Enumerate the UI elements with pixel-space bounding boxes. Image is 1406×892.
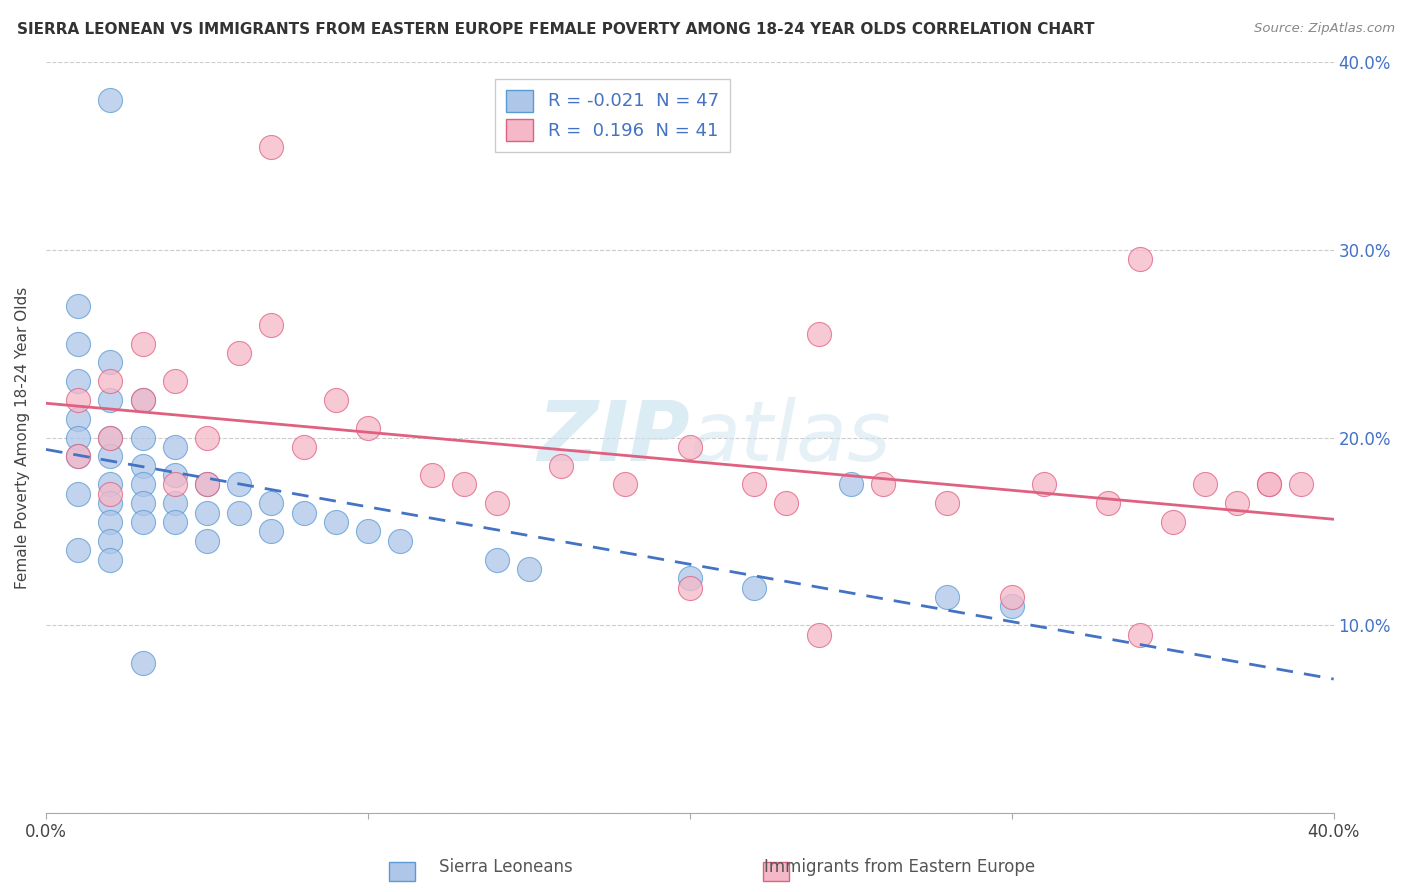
Point xyxy=(260,139,283,153)
Point xyxy=(67,411,90,425)
Point xyxy=(98,496,121,510)
Point xyxy=(195,477,218,491)
Point xyxy=(195,430,218,444)
Point xyxy=(936,590,959,604)
Point xyxy=(325,515,347,529)
Point xyxy=(131,477,153,491)
Point xyxy=(1129,627,1152,641)
Point xyxy=(131,430,153,444)
Point xyxy=(485,552,508,566)
Legend: R = -0.021  N = 47, R =  0.196  N = 41: R = -0.021 N = 47, R = 0.196 N = 41 xyxy=(495,78,730,152)
Point xyxy=(550,458,572,473)
Point xyxy=(453,477,475,491)
Point xyxy=(1226,496,1249,510)
Point xyxy=(420,468,443,483)
Point xyxy=(98,355,121,369)
Point xyxy=(517,562,540,576)
Point xyxy=(67,336,90,351)
Point xyxy=(131,336,153,351)
Point xyxy=(163,477,186,491)
Point xyxy=(98,552,121,566)
Point xyxy=(679,440,702,454)
Point xyxy=(131,656,153,670)
Point xyxy=(614,477,637,491)
Point xyxy=(389,533,412,548)
Point xyxy=(1194,477,1216,491)
Point xyxy=(131,392,153,407)
Point xyxy=(1097,496,1119,510)
Point xyxy=(1161,515,1184,529)
Point xyxy=(67,299,90,313)
Point xyxy=(98,430,121,444)
Point xyxy=(260,524,283,539)
Point xyxy=(131,515,153,529)
Point xyxy=(292,506,315,520)
FancyBboxPatch shape xyxy=(763,862,789,881)
Point xyxy=(1129,252,1152,267)
Point xyxy=(98,450,121,464)
Point xyxy=(98,533,121,548)
Point xyxy=(98,374,121,388)
Point xyxy=(131,496,153,510)
Point xyxy=(485,496,508,510)
Point xyxy=(1291,477,1313,491)
Point xyxy=(228,506,250,520)
Point xyxy=(228,346,250,360)
Point xyxy=(67,392,90,407)
Point xyxy=(742,477,765,491)
Point xyxy=(872,477,894,491)
Point xyxy=(98,515,121,529)
Point xyxy=(67,374,90,388)
FancyBboxPatch shape xyxy=(389,862,415,881)
Point xyxy=(163,496,186,510)
Text: atlas: atlas xyxy=(690,397,891,478)
Point xyxy=(292,440,315,454)
Point xyxy=(1258,477,1281,491)
Point xyxy=(163,440,186,454)
Text: Sierra Leoneans: Sierra Leoneans xyxy=(439,858,574,876)
Point xyxy=(679,581,702,595)
Point xyxy=(807,627,830,641)
Point xyxy=(67,487,90,501)
Point xyxy=(195,477,218,491)
Point xyxy=(131,392,153,407)
Point xyxy=(1258,477,1281,491)
Point xyxy=(131,458,153,473)
Point xyxy=(742,581,765,595)
Point xyxy=(679,571,702,585)
Point xyxy=(325,392,347,407)
Point xyxy=(1032,477,1054,491)
Y-axis label: Female Poverty Among 18-24 Year Olds: Female Poverty Among 18-24 Year Olds xyxy=(15,286,30,589)
Point xyxy=(357,421,380,435)
Point xyxy=(67,450,90,464)
Point xyxy=(67,430,90,444)
Text: SIERRA LEONEAN VS IMMIGRANTS FROM EASTERN EUROPE FEMALE POVERTY AMONG 18-24 YEAR: SIERRA LEONEAN VS IMMIGRANTS FROM EASTER… xyxy=(17,22,1094,37)
Point xyxy=(1001,590,1024,604)
Point xyxy=(98,487,121,501)
Point xyxy=(775,496,797,510)
Point xyxy=(163,374,186,388)
Point xyxy=(195,533,218,548)
Text: Immigrants from Eastern Europe: Immigrants from Eastern Europe xyxy=(765,858,1035,876)
Point xyxy=(839,477,862,491)
Point xyxy=(98,430,121,444)
Point xyxy=(228,477,250,491)
Point xyxy=(163,515,186,529)
Point xyxy=(195,506,218,520)
Point xyxy=(357,524,380,539)
Point xyxy=(807,327,830,342)
Point xyxy=(98,93,121,107)
Point xyxy=(936,496,959,510)
Point xyxy=(98,392,121,407)
Point xyxy=(260,496,283,510)
Point xyxy=(98,477,121,491)
Point xyxy=(1001,599,1024,614)
Point xyxy=(163,468,186,483)
Point xyxy=(67,543,90,558)
Text: ZIP: ZIP xyxy=(537,397,690,478)
Point xyxy=(260,318,283,332)
Point xyxy=(67,450,90,464)
Text: Source: ZipAtlas.com: Source: ZipAtlas.com xyxy=(1254,22,1395,36)
